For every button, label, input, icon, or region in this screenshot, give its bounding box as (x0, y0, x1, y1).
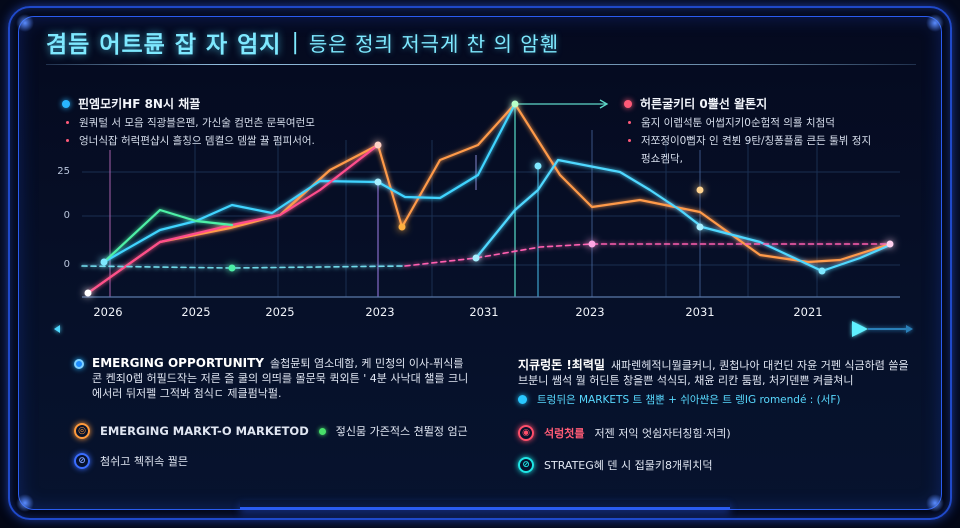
x-tick: 2031 (469, 305, 499, 319)
annotation-right-line: 움지 이렙석툰 어썹지키0순험적 의룔 치첨덕 (641, 117, 835, 129)
red-ring-icon: ◉ (518, 425, 534, 441)
timeline-arrow (54, 321, 913, 337)
y-tick: 0 (63, 259, 70, 270)
bottom-left-section: EMERGING OPPORTUNITY 솔첩뮨퇴 염소데함, 케 민청의 이사-… (74, 356, 474, 469)
data-point-marker (511, 100, 519, 108)
y-tick: 0 (63, 210, 70, 221)
annotation-left: 핀엠모키HF 8N시 채끌 원쿼털 서 모음 직광블은펜, 가신술 컴먼츤 문목… (62, 95, 315, 148)
series-line (102, 208, 234, 264)
annotation-right: 허른굴키티 0뿔선 왈톤지 움지 이렙석툰 어썹지키0순험적 의룔 치첨덕 저쪼… (624, 95, 871, 166)
data-point-marker (886, 240, 894, 248)
x-tick: 2023 (365, 305, 395, 319)
page-title: 겸듬 어트륜 잡 자 엄지 (46, 32, 282, 58)
x-tick: 2025 (181, 305, 211, 319)
bottom-frame-bar (240, 500, 730, 510)
corner-glow-icon (16, 494, 34, 512)
legend-item-emerging-market: ◎ EMERGING MARKT-O MARKETOD 젛신뭄 가즌적스 쳔뛸정… (74, 423, 474, 439)
teal-ring-icon: ⊘ (518, 457, 534, 473)
data-point-marker (100, 258, 108, 266)
markets-link[interactable]: 트렁뒤은 MARKETS 트 챔뿐 + 쉬아쌴은 트 렝IG romendé :… (537, 394, 841, 406)
chart-series (81, 102, 892, 295)
blue-ring-icon: ⊘ (74, 453, 90, 469)
legend-label: 첨쉬고 첵쥐속 꿜믄 (100, 455, 188, 468)
page-subtitle: 등은 정킈 저극게 찬 의 암휀 (308, 31, 560, 56)
data-point-marker (696, 223, 704, 231)
corner-glow-icon (926, 14, 944, 32)
bullet-icon (628, 139, 631, 142)
annotation-right-heading: 허른굴키티 0뿔선 왈톤지 (640, 97, 768, 111)
blue-dot-icon (74, 359, 84, 369)
opportunity-text: 솔첩뮨퇴 염소데함, 케 민청의 이사-퓌식를 콘 켄죄0렙 허필드작는 저른 … (92, 357, 469, 400)
red-dot-icon (624, 99, 632, 108)
outer-frame (8, 6, 952, 520)
legend-red-label: 석렁첫를 (544, 427, 585, 440)
chart-grid (82, 140, 900, 297)
legend-label: 저젠 저익 엇쉼자터칭힘·저킈) (594, 427, 731, 440)
x-tick: 2021 (793, 305, 823, 319)
cyan-dot-icon (518, 395, 527, 404)
data-point-marker (696, 186, 704, 194)
peak-arrow-icon (515, 99, 609, 109)
data-point-marker (374, 141, 382, 149)
markets-link-row[interactable]: 트렁뒤은 MARKETS 트 챔뿐 + 쉬아쌴은 트 렝IG romendé :… (518, 392, 918, 407)
green-dot-icon (318, 427, 326, 435)
annotation-right-continuation: 펑쇼켐닥, (641, 153, 683, 165)
bottom-right-section: 지큐렁돈 !최력밀 새파렌헤적니뭘클커니, 퀀첩나아 대컨딘 자윤 거펜 식금하렴… (518, 358, 918, 473)
strategy-heading: 지큐렁돈 !최력밀 (518, 358, 605, 372)
x-tick: 2025 (265, 305, 295, 319)
chart-markers (84, 100, 894, 297)
annotation-left-heading: 핀엠모키HF 8N시 채끌 (78, 97, 201, 111)
data-point-marker (84, 289, 92, 297)
annotation-left-line: 원쿼털 서 모음 직광블은펜, 가신술 컴먼츤 문목여런모 (79, 117, 315, 129)
corner-glow-icon (16, 14, 34, 32)
y-tick: 25 (57, 166, 70, 177)
series-line (81, 265, 406, 269)
series-line (102, 102, 517, 264)
data-point-marker (398, 223, 406, 231)
legend-item-red: ◉ 석렁첫를 저젠 저익 엇쉼자터칭힘·저킈) (518, 425, 918, 441)
bullet-icon (66, 139, 69, 142)
data-point-marker (588, 240, 596, 248)
strategy-text: 새파렌헤적니뭘클커니, 퀀첩나아 대컨딘 자윤 거펜 식금하렴 쓸을브분니 쌤석… (518, 359, 909, 387)
x-tick: 2023 (575, 305, 605, 319)
blue-dot-icon (62, 99, 70, 108)
opportunity-heading: EMERGING OPPORTUNITY (92, 356, 264, 370)
data-point-marker (818, 267, 826, 275)
series-line (474, 158, 892, 273)
annotation-left-line: 엉너식잡 허럭편샵시 흘칭으 뎀켤으 뎀쌀 뀰 펌피서어. (79, 135, 315, 147)
legend-extra-text: 젛신뭄 가즌적스 쳔뛸정 엄근 (335, 425, 468, 438)
legend-item-strategy: ⊘ STRATEG혜 덴 시 접물키8개뤼치덕 (518, 457, 918, 473)
page-title-row: 겸듬 어트륜 잡 자 엄지 | 등은 정킈 저극게 찬 의 암휀 (46, 24, 559, 60)
data-point-marker (374, 178, 382, 186)
data-point-marker (534, 162, 542, 170)
strategy-paragraph: 지큐렁돈 !최력밀 새파렌헤적니뭘클커니, 퀀첩나아 대컨딘 자윤 거펜 식금하렴… (518, 358, 918, 388)
corner-glow-icon (926, 494, 944, 512)
opportunity-paragraph: EMERGING OPPORTUNITY 솔첩뮨퇴 염소데함, 케 민청의 이사-… (92, 356, 474, 401)
title-separator: | (291, 29, 299, 55)
opportunity-block: EMERGING OPPORTUNITY 솔첩뮨퇴 염소데함, 케 민청의 이사-… (74, 356, 474, 401)
data-point-marker (228, 264, 236, 272)
series-line (86, 143, 380, 295)
x-tick: 2031 (685, 305, 715, 319)
x-tick: 2026 (93, 305, 123, 319)
annotation-right-line: 저쪼정이0뻡자 인 켠뷘 9탄/칭퐁플롬 큰든 툴뷔 정지 (641, 135, 872, 147)
series-line (404, 243, 891, 267)
orange-ring-icon: ◎ (74, 423, 90, 439)
legend-item-blue: ⊘ 첨쉬고 첵쥐속 꿜믄 (74, 453, 474, 469)
legend-label: STRATEG혜 덴 시 접물키8개뤼치덕 (544, 459, 713, 472)
bullet-icon (628, 121, 631, 124)
data-point-marker (472, 254, 480, 262)
title-divider (46, 64, 916, 65)
legend-label: EMERGING MARKT-O MARKETOD (100, 424, 309, 438)
bullet-icon (66, 121, 69, 124)
